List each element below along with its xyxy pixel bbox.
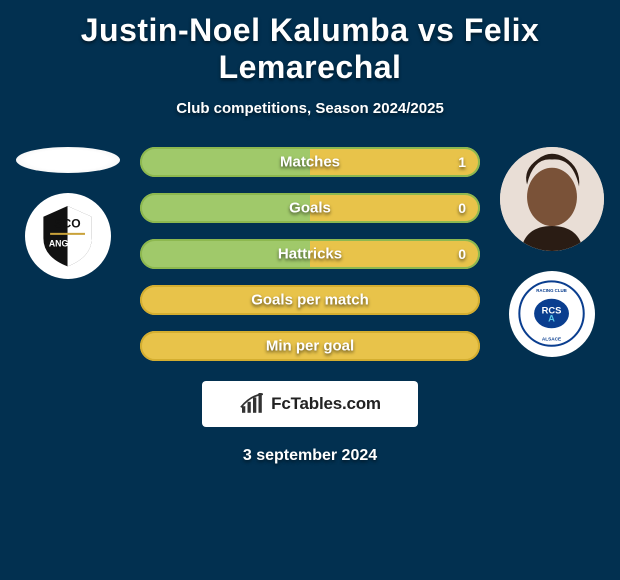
- stat-bar-value: 0: [458, 200, 466, 216]
- left-player-column: SCO ANGERS: [8, 147, 128, 279]
- player-photo-left: [16, 147, 120, 173]
- angers-sco-icon: SCO ANGERS: [34, 202, 101, 269]
- stat-bar-label: Matches: [280, 154, 340, 171]
- club-badge-strasbourg: RACING CLUB ALSACE RCS A: [509, 271, 595, 357]
- svg-text:A: A: [549, 313, 556, 324]
- subtitle: Club competitions, Season 2024/2025: [0, 100, 620, 117]
- svg-text:ANGERS: ANGERS: [49, 239, 86, 249]
- date: 3 september 2024: [0, 447, 620, 465]
- svg-text:ALSACE: ALSACE: [542, 337, 561, 342]
- club-badge-angers: SCO ANGERS: [25, 193, 111, 279]
- page-title: Justin-Noel Kalumba vs Felix Lemarechal: [0, 0, 620, 86]
- stat-bar-label: Goals per match: [251, 292, 369, 309]
- fctables-text: FcTables.com: [271, 394, 381, 414]
- stat-bar-right-fill: [310, 193, 480, 223]
- stat-bar: Goals per match: [140, 285, 480, 315]
- stat-bar-value: 1: [458, 154, 466, 170]
- svg-text:SCO: SCO: [55, 217, 81, 231]
- stat-bar-label: Goals: [289, 200, 331, 217]
- stat-bar: Hattricks 0: [140, 239, 480, 269]
- stat-bar: Min per goal: [140, 331, 480, 361]
- stat-bars: Matches 1 Goals 0 Hattricks 0 Goals per match M…: [140, 147, 480, 361]
- player-photo-right: [500, 147, 604, 251]
- fctables-logo: FcTables.com: [202, 381, 418, 427]
- comparison-panel: SCO ANGERS RACING CLUB ALSAC: [0, 147, 620, 465]
- svg-text:RACING CLUB: RACING CLUB: [537, 289, 568, 294]
- rc-strasbourg-icon: RACING CLUB ALSACE RCS A: [518, 280, 585, 347]
- bar-chart-icon: [239, 393, 267, 415]
- stat-bar-label: Hattricks: [278, 246, 342, 263]
- stat-bar-left-fill: [140, 193, 310, 223]
- stat-bar-value: 0: [458, 246, 466, 262]
- right-player-column: RACING CLUB ALSACE RCS A: [492, 147, 612, 357]
- stat-bar-label: Min per goal: [266, 338, 354, 355]
- stat-bar: Goals 0: [140, 193, 480, 223]
- stat-bar: Matches 1: [140, 147, 480, 177]
